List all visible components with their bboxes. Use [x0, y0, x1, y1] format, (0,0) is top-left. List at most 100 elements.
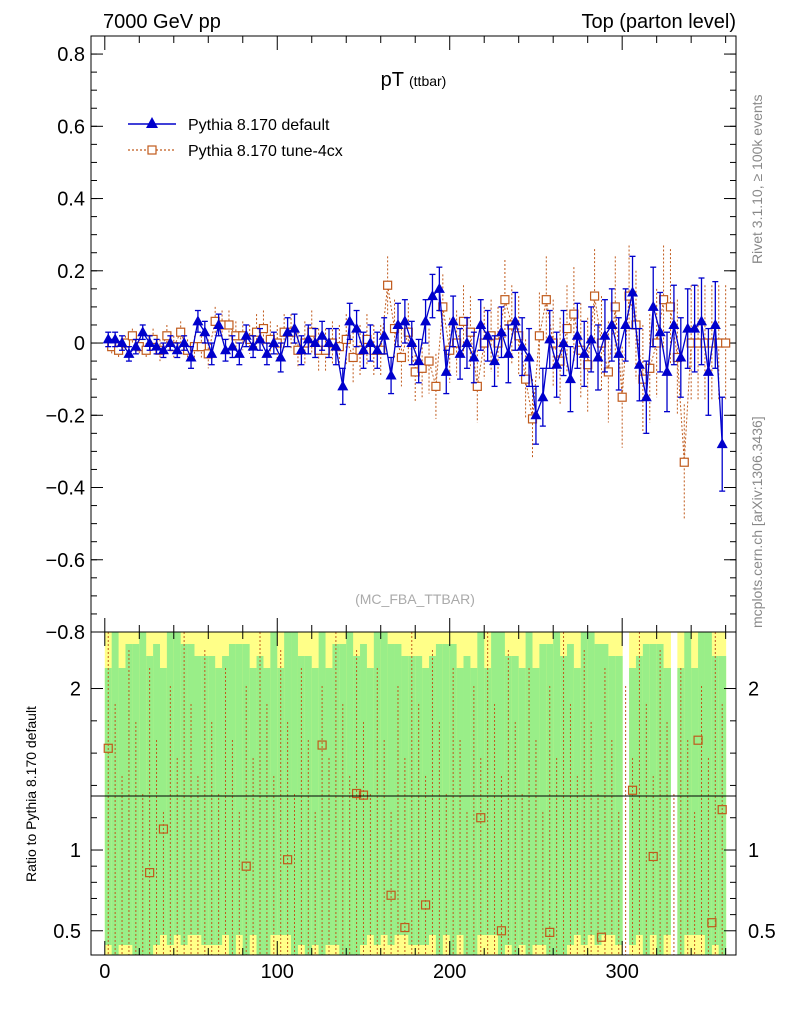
- ratio-inner-band: [449, 644, 458, 955]
- ratio-inner-band: [291, 632, 299, 955]
- ratio-y-tick-label-right: 0.5: [748, 921, 776, 943]
- tune-point: [348, 352, 358, 363]
- default-point: [357, 344, 369, 355]
- default-point: [682, 322, 694, 333]
- ratio-inner-band: [339, 644, 347, 955]
- default-point: [261, 347, 273, 358]
- ratio-inner-band: [332, 644, 340, 945]
- ratio-point: [386, 890, 396, 900]
- ratio-inner-band: [684, 632, 692, 935]
- default-point: [302, 333, 314, 344]
- default-point: [558, 337, 570, 348]
- ratio-inner-band: [491, 632, 499, 935]
- ratio-inner-band: [180, 644, 189, 945]
- ratio-point: [420, 900, 431, 910]
- ratio-panel-frame: [90, 631, 737, 956]
- default-point: [592, 351, 604, 362]
- default-point: [468, 351, 480, 362]
- ratio-y-tick-label: 1: [70, 840, 81, 862]
- ratio-inner-band: [166, 632, 175, 945]
- default-point: [109, 333, 121, 344]
- x-tick-label: 200: [433, 961, 466, 983]
- ratio-y-tick-label: 2: [70, 679, 81, 701]
- default-point: [654, 326, 666, 337]
- ratio-point: [351, 788, 362, 799]
- default-point: [295, 344, 307, 355]
- default-point: [537, 391, 549, 402]
- default-point: [337, 380, 349, 391]
- main-y-tick-label: −0.6: [46, 550, 85, 572]
- mcplots-source-label: mcplots.cern.ch [arXiv:1306.3436]: [749, 416, 765, 628]
- default-point: [530, 409, 542, 420]
- default-point: [282, 326, 294, 337]
- default-point: [633, 358, 645, 369]
- tune-point: [721, 338, 731, 348]
- ratio-inner-band: [580, 632, 589, 945]
- ratio-inner-band: [691, 668, 699, 935]
- default-point: [495, 326, 507, 337]
- default-series-line: [108, 287, 723, 445]
- ratio-inner-band: [663, 668, 671, 935]
- ratio-inner-band: [104, 668, 113, 945]
- default-point: [454, 347, 466, 358]
- ratio-inner-band: [118, 668, 126, 945]
- default-point: [509, 315, 521, 326]
- ratio-point: [358, 790, 369, 800]
- default-point: [392, 318, 404, 329]
- default-point: [137, 326, 149, 337]
- default-point: [220, 344, 232, 355]
- default-point: [309, 337, 321, 348]
- legend-triangle-icon: [146, 117, 158, 128]
- default-point: [185, 351, 197, 362]
- default-point: [709, 318, 721, 329]
- ratio-point: [648, 851, 658, 862]
- tune-point: [127, 331, 137, 341]
- ratio-inner-band: [504, 656, 513, 945]
- default-point: [206, 347, 218, 358]
- chart-title-suffix: (ttbar): [409, 73, 446, 89]
- ratio-inner-band: [263, 668, 271, 955]
- ratio-inner-band: [277, 668, 285, 935]
- default-point: [164, 337, 176, 348]
- ratio-inner-band: [566, 644, 575, 945]
- main-y-tick-label: −0.8: [46, 622, 85, 644]
- main-y-tick-label: 0.8: [57, 44, 85, 66]
- tune-point: [196, 342, 206, 352]
- ratio-inner-band: [463, 656, 471, 955]
- main-panel: −0.8 −0.6 −0.4 −0.2 0 0.2 0.4 0.6 0.8 pT (ttbar)…: [46, 35, 737, 644]
- default-point: [420, 315, 432, 326]
- default-point: [482, 329, 494, 340]
- ratio-y-tick-labels: 0.5 0.5 1 1 2 2: [53, 679, 776, 943]
- ratio-inner-band: [201, 656, 209, 945]
- main-y-tick-label: 0.2: [57, 261, 85, 283]
- default-point: [289, 322, 301, 333]
- default-point: [275, 351, 287, 362]
- ratio-inner-band: [387, 644, 396, 945]
- tune-point: [500, 295, 510, 305]
- tune-point: [534, 331, 544, 341]
- ratio-point: [693, 735, 703, 745]
- ratio-point: [145, 868, 155, 878]
- main-y-tick-label: 0: [74, 333, 85, 355]
- default-point: [461, 337, 473, 348]
- ratio-inner-band: [677, 668, 685, 955]
- default-point: [316, 329, 328, 340]
- ratio-inner-band: [511, 656, 520, 955]
- default-point: [613, 347, 625, 358]
- default-point: [640, 391, 652, 402]
- ratio-inner-band: [318, 632, 327, 955]
- ratio-inner-band: [642, 644, 651, 955]
- default-point: [516, 340, 528, 351]
- main-panel-series: [102, 245, 731, 521]
- tune-point: [224, 320, 234, 330]
- ratio-y-tick-label-right: 1: [748, 840, 759, 862]
- analysis-tag: (MC_FBA_TTBAR): [355, 591, 475, 607]
- default-point: [661, 365, 673, 376]
- legend-square-icon: [147, 145, 157, 155]
- x-tick-labels: 0 100 200 300: [99, 961, 639, 983]
- x-tick-label: 100: [261, 961, 294, 983]
- default-point: [323, 337, 335, 348]
- default-point: [399, 315, 411, 326]
- default-point: [171, 344, 183, 355]
- default-point: [102, 333, 114, 344]
